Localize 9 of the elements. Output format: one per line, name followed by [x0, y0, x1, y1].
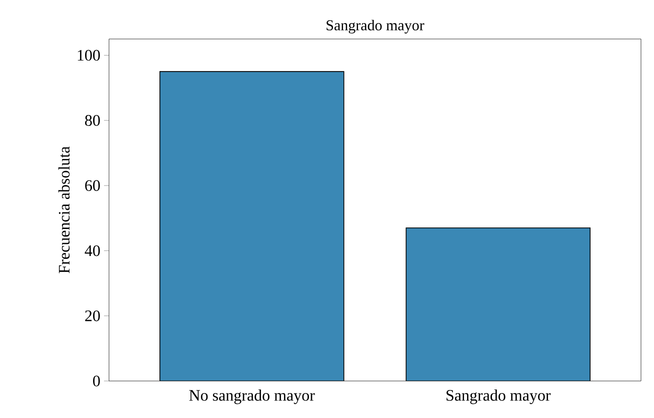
y-tick-label: 80: [85, 115, 100, 126]
y-axis-title: Frecuencia absoluta: [58, 146, 70, 274]
y-tick-label: 20: [85, 310, 100, 322]
y-tick-label: 0: [93, 376, 100, 386]
y-tick-label: 100: [78, 50, 100, 61]
chart-title: Sangrado mayor: [326, 20, 424, 34]
y-tick-label: 60: [85, 180, 100, 191]
y-tick-label: 40: [84, 245, 100, 256]
x-tick-label: No sangrado mayor: [189, 390, 315, 404]
